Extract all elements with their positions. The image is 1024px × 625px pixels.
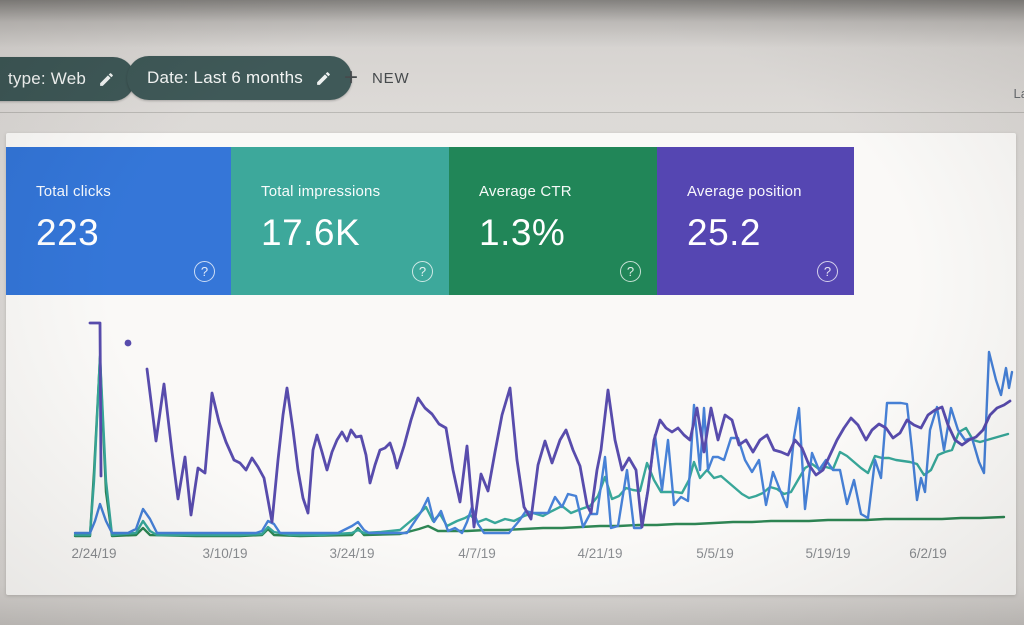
summary-cards: Total clicks 223 ? Total impressions 17.… <box>6 147 854 295</box>
filter-chip-label: type: Web <box>8 69 87 88</box>
chart-x-axis: 2/24/19 3/10/19 3/24/19 4/7/19 4/21/19 5… <box>0 546 1024 566</box>
x-tick-label: 2/24/19 <box>71 546 117 561</box>
toolbar-divider <box>0 112 1024 113</box>
card-metric-value: 17.6K <box>261 212 361 253</box>
card-average-ctr[interactable]: Average CTR 1.3% ? <box>449 147 657 295</box>
help-icon[interactable]: ? <box>412 261 433 282</box>
help-icon[interactable]: ? <box>194 261 215 282</box>
x-tick-label: 3/24/19 <box>329 546 375 561</box>
card-metric-value: 25.2 <box>687 212 762 253</box>
last-updated-partial-text: La <box>1013 86 1024 101</box>
x-tick-label: 4/7/19 <box>458 546 496 561</box>
card-total-impressions[interactable]: Total impressions 17.6K ? <box>231 147 449 295</box>
card-metric-label: Average CTR <box>479 183 572 200</box>
plus-icon: + <box>344 64 359 91</box>
card-total-clicks[interactable]: Total clicks 223 ? <box>6 147 231 295</box>
performance-panel: Total clicks 223 ? Total impressions 17.… <box>6 133 1016 595</box>
x-tick-label: 5/19/19 <box>805 546 851 561</box>
x-tick-label: 6/2/19 <box>909 546 947 561</box>
help-icon[interactable]: ? <box>620 261 641 282</box>
x-tick-label: 4/21/19 <box>577 546 623 561</box>
card-metric-label: Average position <box>687 183 802 200</box>
card-metric-label: Total impressions <box>261 183 381 200</box>
x-tick-label: 3/10/19 <box>202 546 248 561</box>
new-filter-button[interactable]: + NEW <box>344 60 409 96</box>
help-icon[interactable]: ? <box>817 261 838 282</box>
card-metric-label: Total clicks <box>36 183 111 200</box>
new-filter-label: NEW <box>372 69 410 87</box>
edit-pencil-icon[interactable] <box>315 70 332 87</box>
edit-pencil-icon[interactable] <box>98 71 115 88</box>
x-tick-label: 5/5/19 <box>696 546 734 561</box>
card-metric-value: 223 <box>36 212 100 253</box>
filter-chip-label: Date: Last 6 months <box>147 68 303 87</box>
card-average-position[interactable]: Average position 25.2 ? <box>657 147 854 295</box>
card-metric-value: 1.3% <box>479 212 566 253</box>
filter-chip-search-type[interactable]: type: Web <box>0 57 136 101</box>
filter-chip-date-range[interactable]: Date: Last 6 months <box>127 56 352 100</box>
